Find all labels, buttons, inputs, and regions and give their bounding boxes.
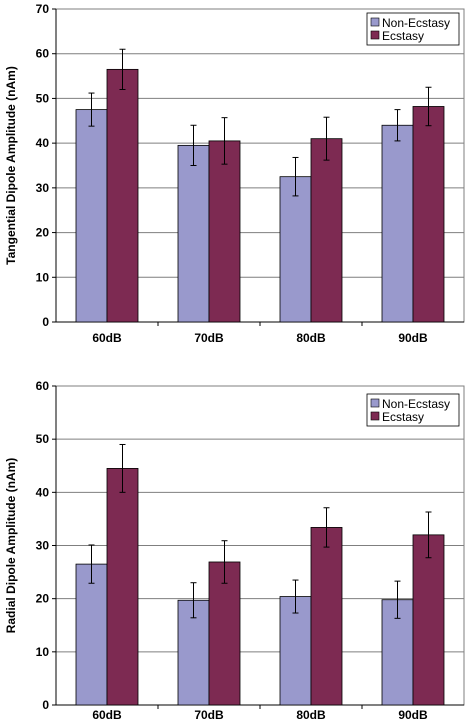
bar-non-ecstasy-60dB [75, 109, 108, 323]
legend-swatch [370, 17, 380, 27]
bar-ecstasy-90dB [412, 534, 445, 706]
y-tick-label: 60 [36, 379, 50, 393]
bar-non-ecstasy-80dB [279, 176, 312, 323]
legend-box [366, 12, 460, 46]
legend-swatch [370, 398, 380, 408]
bar-ecstasy-70dB [208, 140, 241, 323]
y-tick-label: 40 [36, 136, 50, 150]
y-tick-label: 50 [36, 432, 50, 446]
bar-non-ecstasy-90dB [381, 124, 414, 323]
y-tick-label: 20 [36, 226, 50, 240]
x-tick-label: 70dB [194, 708, 224, 722]
y-tick-label: 30 [36, 181, 50, 195]
legend-label: Ecstasy [382, 410, 424, 424]
x-tick-label: 70dB [194, 331, 224, 345]
bar-non-ecstasy-70dB [177, 144, 210, 323]
y-tick-label: 10 [36, 645, 50, 659]
bar-ecstasy-80dB [310, 527, 343, 706]
legend-box [366, 393, 460, 427]
legend-swatch [370, 30, 380, 40]
y-tick-label: 0 [42, 315, 49, 329]
bar-non-ecstasy-60dB [75, 563, 108, 706]
y-tick-label: 0 [42, 698, 49, 712]
bar-non-ecstasy-80dB [279, 596, 312, 706]
y-tick-label: 70 [36, 2, 50, 16]
bar-ecstasy-90dB [412, 106, 445, 323]
chart-2: 0 10 20 30 40 50 60 60dB 70dB 80dB 90dB Radial Dipo… [4, 379, 465, 722]
y-tick-label: 60 [36, 47, 50, 61]
bar-ecstasy-60dB [106, 468, 139, 706]
chart-1: 0 10 20 30 40 50 60 70 60dB 70dB 80dB 90dB Tangentia… [4, 2, 465, 345]
legend-swatch [370, 411, 380, 421]
x-tick-label: 90dB [398, 708, 428, 722]
y-tick-label: 40 [36, 485, 50, 499]
legend-label: Non-Ecstasy [382, 16, 450, 30]
legend-label: Ecstasy [382, 29, 424, 43]
x-tick-label: 90dB [398, 331, 428, 345]
y-tick-label: 50 [36, 91, 50, 105]
legend-label: Non-Ecstasy [382, 397, 450, 411]
y-axis-label: Tangential Dipole Amplitude (nAm) [4, 66, 18, 265]
y-tick-label: 10 [36, 270, 50, 284]
y-tick-label: 30 [36, 539, 50, 553]
y-axis-label: Radial Dipole Amplitude (nAm) [4, 458, 18, 634]
x-tick-label: 60dB [92, 708, 122, 722]
bar-ecstasy-80dB [310, 138, 343, 323]
x-tick-label: 80dB [296, 331, 326, 345]
y-tick-label: 20 [36, 592, 50, 606]
x-tick-label: 60dB [92, 331, 122, 345]
bar-ecstasy-60dB [106, 68, 139, 323]
x-tick-label: 80dB [296, 708, 326, 722]
